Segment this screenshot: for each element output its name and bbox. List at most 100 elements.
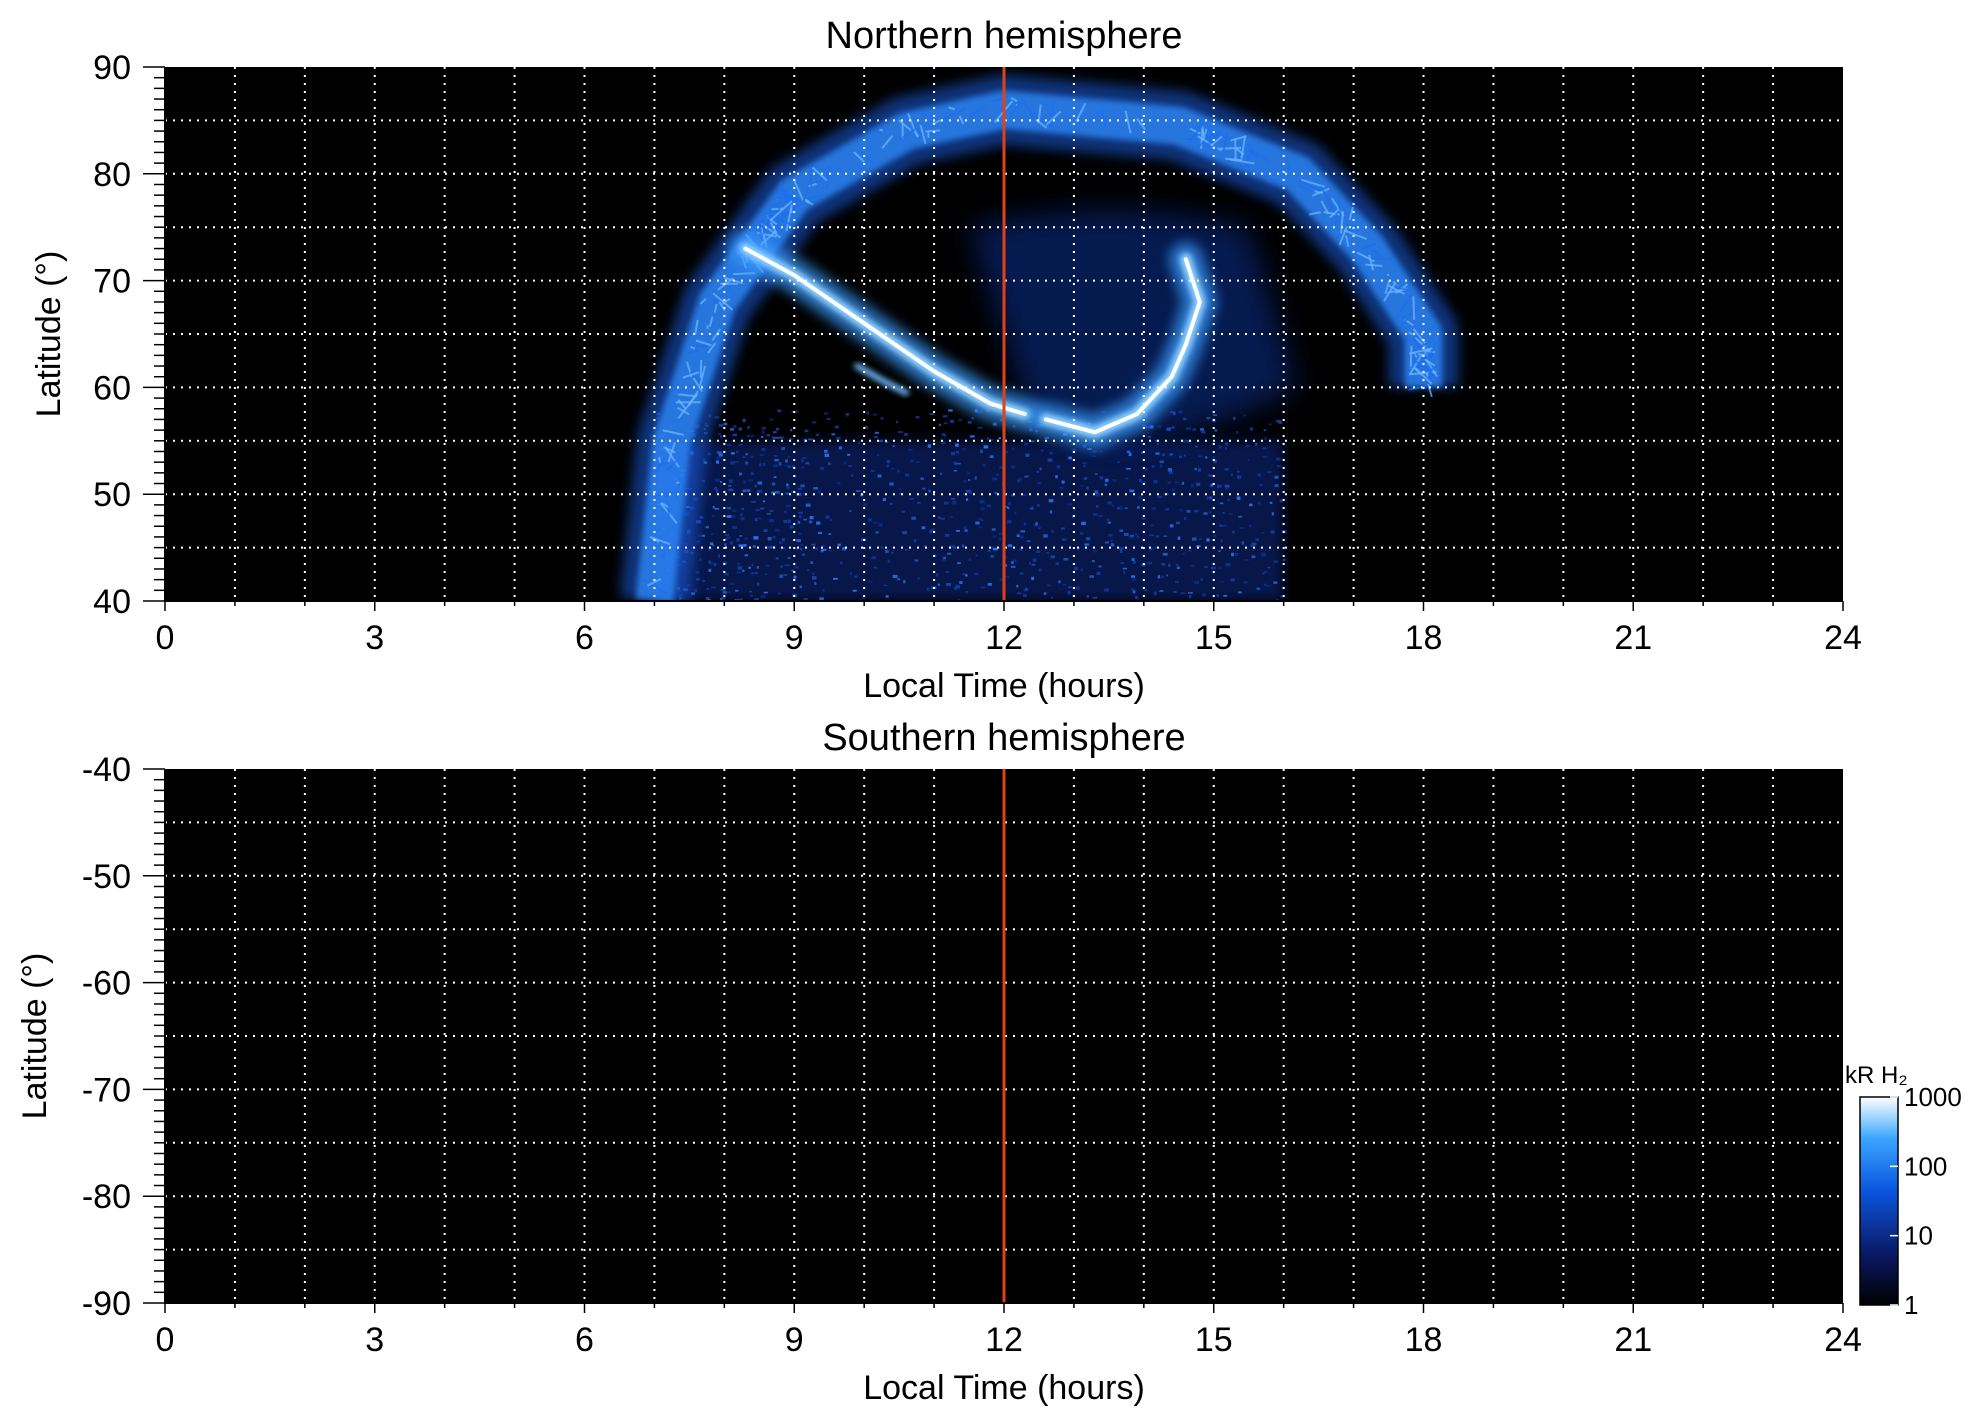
ring-streak xyxy=(771,207,783,211)
emission-speckle xyxy=(819,597,824,601)
emission-speckle xyxy=(1036,503,1041,507)
emission-speckle xyxy=(751,500,757,503)
emission-speckle xyxy=(773,455,778,457)
ring-streak xyxy=(792,202,806,209)
emission-speckle xyxy=(803,597,808,601)
emission-speckle xyxy=(875,531,879,534)
emission-speckle xyxy=(712,514,716,517)
emission-speckle xyxy=(845,413,850,416)
colorbar: kR H₂ 1 10 100 1000 xyxy=(1845,1062,1962,1320)
ring-streak xyxy=(673,383,680,390)
y-tick-label: 90 xyxy=(93,49,131,87)
south-grid xyxy=(165,769,1843,1303)
emission-speckle xyxy=(718,433,721,436)
emission-speckle xyxy=(729,541,734,545)
emission-speckle xyxy=(1230,473,1233,476)
emission-speckle xyxy=(1279,595,1285,598)
emission-speckle xyxy=(699,558,702,561)
emission-speckle xyxy=(1083,477,1088,480)
ring-streak xyxy=(836,166,845,175)
emission-speckle xyxy=(749,594,754,597)
emission-speckle xyxy=(784,510,787,513)
emission-speckle xyxy=(1047,584,1051,587)
ring-streak xyxy=(677,398,687,410)
emission-speckle xyxy=(1198,538,1202,540)
ring-streak xyxy=(1429,340,1439,354)
emission-speckle xyxy=(791,410,795,414)
emission-speckle xyxy=(1263,583,1267,586)
emission-speckle xyxy=(1074,566,1078,571)
x-tick-label: 18 xyxy=(1405,619,1443,657)
emission-speckle xyxy=(1261,531,1264,534)
emission-speckle xyxy=(1010,465,1016,469)
emission-speckle xyxy=(932,505,936,508)
emission-speckle xyxy=(775,557,779,560)
emission-speckle xyxy=(1256,587,1261,591)
emission-speckle xyxy=(772,535,776,539)
ring-streak xyxy=(881,135,894,149)
emission-speckle xyxy=(1084,543,1090,546)
emission-speckle xyxy=(948,409,953,412)
emission-speckle xyxy=(714,416,720,419)
emission-speckle xyxy=(1035,522,1038,526)
emission-speckle xyxy=(1024,442,1028,446)
emission-speckle xyxy=(1201,431,1206,434)
emission-speckle xyxy=(1148,547,1153,551)
emission-speckle xyxy=(1235,431,1239,434)
emission-speckle xyxy=(1279,499,1283,503)
emission-speckle xyxy=(1230,578,1235,582)
emission-speckle xyxy=(1187,592,1193,594)
emission-speckle xyxy=(820,466,825,470)
emission-speckle xyxy=(1135,596,1139,599)
emission-speckle xyxy=(1014,511,1017,515)
emission-speckle xyxy=(783,519,788,523)
emission-speckle xyxy=(799,544,804,546)
emission-speckle xyxy=(1269,501,1273,504)
emission-speckle xyxy=(1138,478,1142,483)
emission-speckle xyxy=(706,587,710,590)
emission-speckle xyxy=(1176,566,1180,570)
emission-speckle xyxy=(1091,560,1095,563)
emission-speckle xyxy=(1242,414,1247,417)
emission-speckle xyxy=(1270,530,1275,534)
emission-speckle xyxy=(738,544,743,547)
emission-speckle xyxy=(1276,465,1281,468)
ring-streak xyxy=(666,456,681,472)
emission-speckle xyxy=(781,446,786,451)
emission-speckle xyxy=(849,510,852,512)
emission-speckle xyxy=(1238,515,1243,518)
emission-speckle xyxy=(716,460,719,464)
emission-speckle xyxy=(1092,513,1098,517)
emission-speckle xyxy=(1245,445,1250,448)
emission-speckle xyxy=(1249,503,1253,507)
ring-streak xyxy=(707,342,717,354)
emission-speckle xyxy=(789,437,793,440)
emission-speckle xyxy=(820,549,824,553)
emission-speckle xyxy=(847,453,851,456)
south-panel: Southern hemisphere 0 3 6 9 12 15 18 21 24 -90 -80… xyxy=(16,717,1862,1407)
emission-speckle xyxy=(775,427,780,431)
emission-speckle xyxy=(1107,521,1111,524)
emission-speckle xyxy=(1219,502,1224,505)
ring-streak xyxy=(919,124,927,145)
emission-speckle xyxy=(1136,506,1140,509)
ring-streak xyxy=(695,339,712,347)
emission-speckle xyxy=(1275,457,1281,461)
emission-speckle xyxy=(742,569,745,572)
emission-speckle xyxy=(730,428,735,431)
emission-speckle xyxy=(1200,578,1203,581)
emission-speckle xyxy=(766,513,771,515)
emission-speckle xyxy=(1128,452,1132,456)
emission-speckle xyxy=(1050,596,1054,599)
emission-speckle xyxy=(1050,555,1055,559)
emission-speckle xyxy=(1262,572,1265,575)
emission-speckle xyxy=(917,501,921,504)
emission-speckle xyxy=(1132,578,1137,581)
ring-streak xyxy=(1343,229,1368,240)
emission-speckle xyxy=(980,586,986,589)
emission-speckle xyxy=(927,444,931,448)
emission-speckle xyxy=(903,579,906,584)
main-oval-dusk-arc-core xyxy=(1043,257,1202,435)
ring-streak xyxy=(1188,121,1206,144)
emission-speckle xyxy=(1120,561,1125,564)
